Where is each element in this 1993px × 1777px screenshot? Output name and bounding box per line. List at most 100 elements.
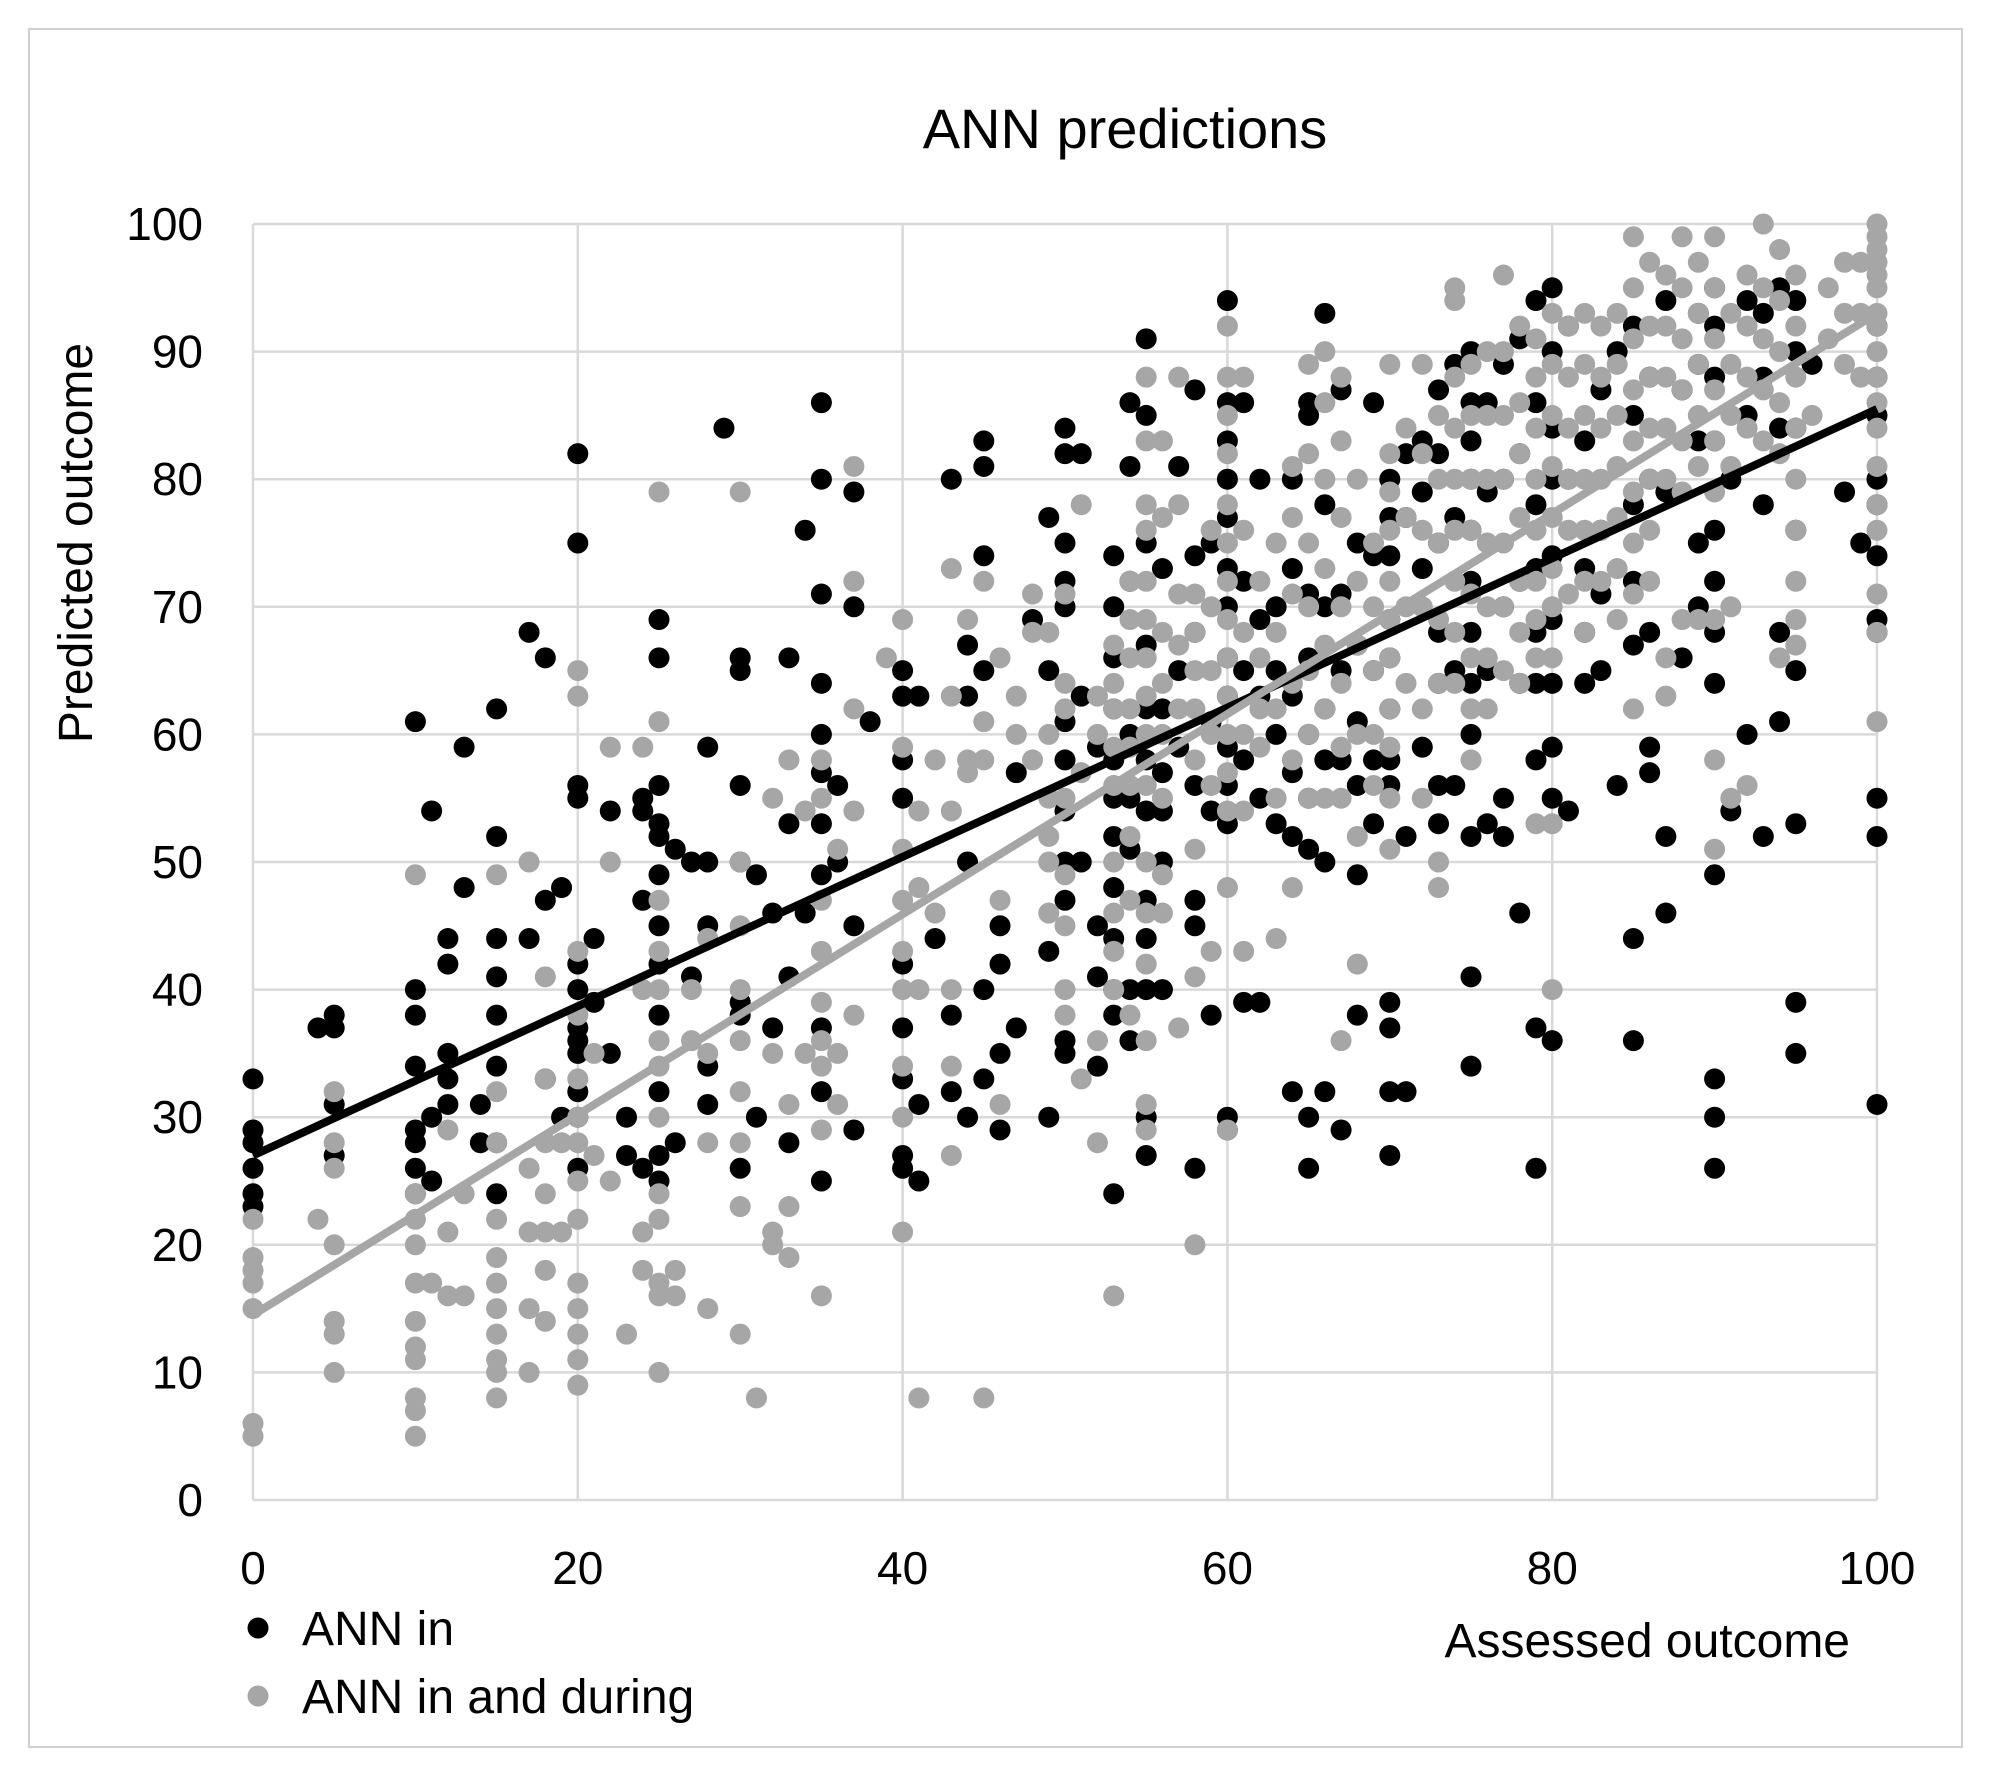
point-ann-in-and-during [1720, 596, 1742, 618]
point-ann-in [1298, 1106, 1320, 1128]
point-ann-in [973, 979, 995, 1001]
point-ann-in-and-during [632, 1259, 654, 1281]
point-ann-in-and-during [1850, 366, 1872, 388]
point-ann-in-and-during [1038, 902, 1060, 924]
point-ann-in-and-during [1086, 723, 1108, 745]
point-ann-in-and-during [1346, 468, 1368, 490]
point-ann-in-and-during [1314, 787, 1336, 809]
point-ann-in [1086, 915, 1108, 937]
point-ann-in-and-during [404, 1234, 426, 1256]
point-ann-in-and-during [908, 979, 930, 1001]
point-ann-in-and-during [1622, 583, 1644, 605]
point-ann-in [1428, 379, 1450, 401]
point-ann-in [404, 1004, 426, 1026]
point-ann-in-and-during [1801, 404, 1823, 426]
point-ann-in [957, 634, 979, 656]
point-ann-in-and-during [1168, 494, 1190, 516]
point-ann-in [323, 1017, 345, 1039]
point-ann-in-and-during [1216, 723, 1238, 745]
point-ann-in-and-during [875, 647, 897, 669]
point-ann-in-and-during [1038, 723, 1060, 745]
point-ann-in [1622, 634, 1644, 656]
point-ann-in-and-during [1736, 315, 1758, 337]
point-ann-in-and-during [1752, 328, 1774, 350]
point-ann-in-and-during [1557, 417, 1579, 439]
point-ann-in-and-during [1541, 647, 1563, 669]
point-ann-in-and-during [486, 1208, 508, 1230]
point-ann-in-and-during [1590, 570, 1612, 592]
point-ann-in [1265, 813, 1287, 835]
point-ann-in [778, 647, 800, 669]
point-ann-in-and-during [1460, 404, 1482, 426]
point-ann-in [1298, 1157, 1320, 1179]
point-ann-in-and-during [1866, 341, 1888, 363]
point-ann-in-and-during [729, 481, 751, 503]
point-ann-in-and-during [924, 902, 946, 924]
trendlines [250, 309, 1880, 1319]
point-ann-in [1395, 1081, 1417, 1103]
point-ann-in-and-during [1135, 1030, 1157, 1052]
point-ann-in [1574, 672, 1596, 694]
point-ann-in-and-during [1233, 723, 1255, 745]
point-ann-in-and-during [599, 851, 621, 873]
point-ann-in [729, 774, 751, 796]
point-ann-in [583, 928, 605, 950]
point-ann-in-and-during [1330, 506, 1352, 528]
point-ann-in [1541, 277, 1563, 299]
point-ann-in [940, 468, 962, 490]
point-ann-in [1070, 685, 1092, 707]
point-ann-in [810, 723, 832, 745]
point-ann-in [1298, 404, 1320, 426]
point-ann-in-and-during [892, 736, 914, 758]
point-ann-in-and-during [1622, 226, 1644, 248]
point-ann-in-and-during [1834, 302, 1856, 324]
point-ann-in [1606, 774, 1628, 796]
point-ann-in-and-during [648, 1030, 670, 1052]
point-ann-in-and-during [1639, 315, 1661, 337]
point-ann-in-and-during [1606, 353, 1628, 375]
point-ann-in-and-during [1200, 596, 1222, 618]
point-ann-in-and-during [1346, 825, 1368, 847]
point-ann-in-and-during [1314, 392, 1336, 414]
point-ann-in-and-during [762, 1234, 784, 1256]
point-ann-in-and-during [1655, 647, 1677, 669]
point-ann-in-and-during [778, 1093, 800, 1115]
point-ann-in-and-during [664, 1285, 686, 1307]
point-ann-in [745, 864, 767, 886]
point-ann-in-and-during [1281, 877, 1303, 899]
point-ann-in-and-during [567, 1298, 589, 1320]
point-ann-in [632, 889, 654, 911]
point-ann-in-and-during [1428, 532, 1450, 554]
point-ann-in-and-during [242, 1208, 264, 1230]
point-ann-in-and-during [973, 711, 995, 733]
point-ann-in [1769, 621, 1791, 643]
point-ann-in-and-during [1525, 328, 1547, 350]
point-ann-in-and-during [1590, 417, 1612, 439]
chart-frame [28, 28, 1963, 1748]
point-ann-in [1411, 736, 1433, 758]
point-ann-in-and-during [1379, 698, 1401, 720]
point-ann-in-and-during [1330, 736, 1352, 758]
point-ann-in-and-during [1866, 455, 1888, 477]
point-ann-in-and-during [1574, 570, 1596, 592]
point-ann-in-and-during [1509, 392, 1531, 414]
point-ann-in-and-during [1671, 379, 1693, 401]
point-ann-in-and-during [1606, 609, 1628, 631]
point-ann-in-and-during [1379, 736, 1401, 758]
point-ann-in-and-during [518, 851, 540, 873]
point-ann-in-and-during [1151, 506, 1173, 528]
point-ann-in-and-during [827, 1093, 849, 1115]
point-ann-in [989, 1042, 1011, 1064]
point-ann-in-and-during [778, 749, 800, 771]
point-ann-in-and-during [1671, 277, 1693, 299]
point-ann-in-and-during [1054, 979, 1076, 1001]
point-ann-in-and-during [1395, 506, 1417, 528]
point-ann-in [567, 1042, 589, 1064]
y-tick-label: 90 [152, 326, 203, 378]
point-ann-in-and-during [1233, 519, 1255, 541]
point-ann-in [1135, 404, 1157, 426]
point-ann-in [1460, 825, 1482, 847]
point-ann-in [1233, 392, 1255, 414]
point-ann-in-and-during [1769, 392, 1791, 414]
point-ann-in-and-during [1216, 570, 1238, 592]
